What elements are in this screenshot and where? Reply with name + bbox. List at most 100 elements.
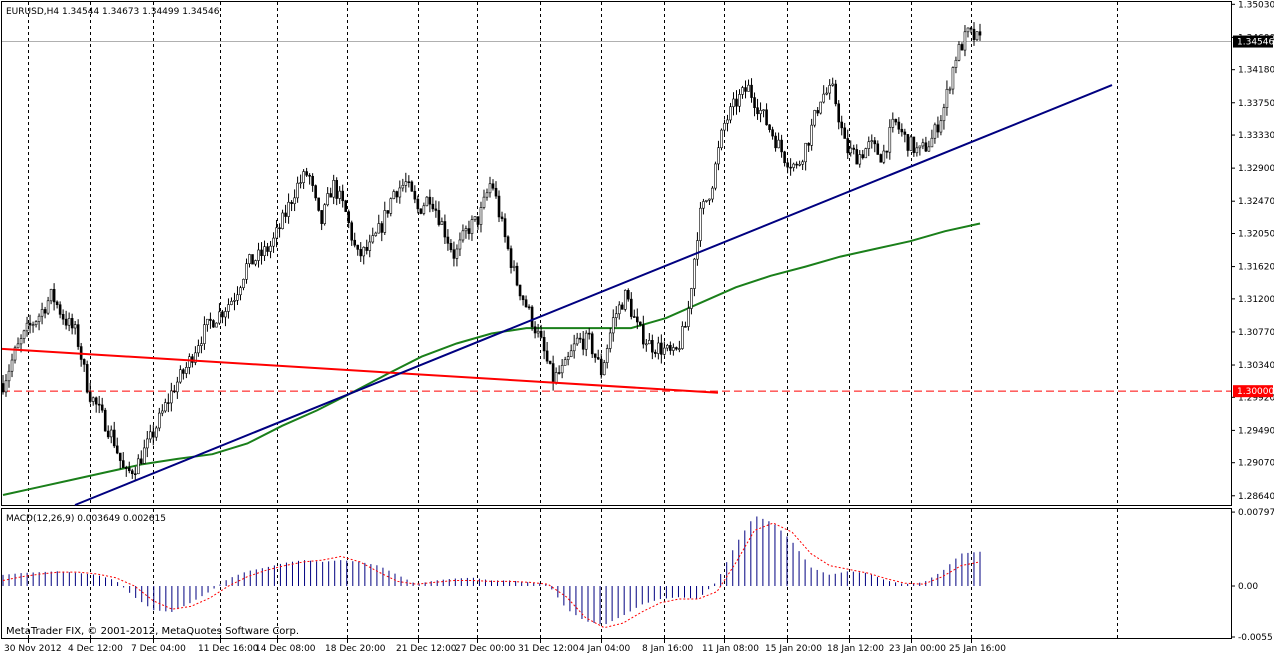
candle-body [380,223,384,233]
candle-body [966,27,970,33]
candle-body [230,300,233,305]
candle-body [476,216,480,225]
candle-body [834,83,838,105]
candle-body [1,383,5,393]
level-price-tag [1233,385,1273,398]
candle-body [587,332,591,335]
candle-body [245,263,248,280]
candle-body [581,338,585,350]
time-axis: 30 Nov 2012 4 Dec 12:00 7 Dec 04:00 11 Dec … [4,639,1006,654]
candle-body [699,207,702,241]
candle-body [130,470,134,475]
candle-body [723,122,726,131]
candle-body [368,241,372,251]
candle-body [807,142,810,146]
candle-body [281,212,284,229]
macd-tick-label: 0.00 [1238,582,1258,592]
candle-body [440,221,444,225]
candle-body [470,219,474,234]
candle-body [900,128,904,133]
time-tick-label: 8 Jan 16:00 [642,644,694,654]
symbol-header: EURUSD,H4 1.34544 1.34673 1.34499 1.3454… [6,7,220,17]
candle-body [771,129,774,137]
candle-body [413,190,417,200]
candle-body [221,311,224,318]
candle-body [651,340,654,353]
candle-body [762,109,765,112]
candle-body [732,98,735,108]
candle-body [139,458,143,464]
candle-body [350,222,354,241]
candle-body [819,101,822,114]
level-price-label: 1.30000 [1237,387,1274,397]
candle-body [61,314,65,320]
price-tick-label: 1.31620 [1238,263,1274,273]
candle-body [639,321,642,326]
candle-body [969,27,973,30]
candle-body [906,134,910,151]
candle-body [164,402,167,412]
candle-body [515,265,519,286]
candle-body [115,445,119,454]
candle-body [678,348,681,350]
candle-body [617,304,621,315]
candle-body [305,171,308,176]
price-tick-label: 1.30340 [1238,361,1274,371]
candle-body [266,246,269,252]
candle-body [275,227,278,239]
candle-body [801,161,804,165]
trendline [1,347,719,394]
candle-body [179,369,182,383]
candle-body [317,197,320,211]
candle-body [702,201,705,209]
candle-body [575,337,579,345]
time-tick-label: 11 Dec 16:00 [198,644,259,654]
moving-average-line [2,222,981,496]
candle-body [960,44,964,51]
price-tick-label: 1.29490 [1238,426,1274,436]
candle-body [287,201,290,217]
candle-body [924,142,928,152]
candle-body [242,279,245,288]
candle-body [551,363,555,383]
candle-body [852,147,856,150]
candle-body [97,403,101,406]
candle-body [40,309,44,317]
macd-tick-label: -0.0055 [1238,633,1273,643]
candle-body [918,145,922,149]
candle-body [798,163,801,166]
macd-histogram [2,516,981,625]
candle-body [611,317,615,334]
candle-body [344,200,348,212]
candle-body [76,324,80,347]
candle-body [398,187,402,198]
candle-body [744,87,747,92]
candle-body [843,127,847,139]
candle-body [527,306,531,309]
candle-body [870,140,874,143]
candle-body [10,359,14,372]
candle-body [356,244,360,250]
candle-body [109,429,113,438]
candle-body [972,28,976,41]
time-tick-label: 23 Jan 00:00 [889,644,946,654]
candle-body [293,197,296,204]
candle-body [897,121,901,130]
current-price-label: 1.34546 [1237,38,1274,48]
time-tick-label: 18 Jan 12:00 [827,644,884,654]
macd-tick-label: 0.007975 [1238,508,1274,518]
candle-body [846,138,850,154]
candle-body [750,84,753,98]
candle-body [804,142,807,163]
candle-body [948,88,952,91]
candle-body [464,228,468,232]
candle-body [593,353,597,358]
candle-body [145,438,149,449]
candle-body [67,318,71,326]
candle-body [708,198,711,201]
price-tick-label: 1.30770 [1238,328,1274,338]
price-tick-label: 1.29070 [1238,459,1274,469]
candle-body [858,154,862,165]
